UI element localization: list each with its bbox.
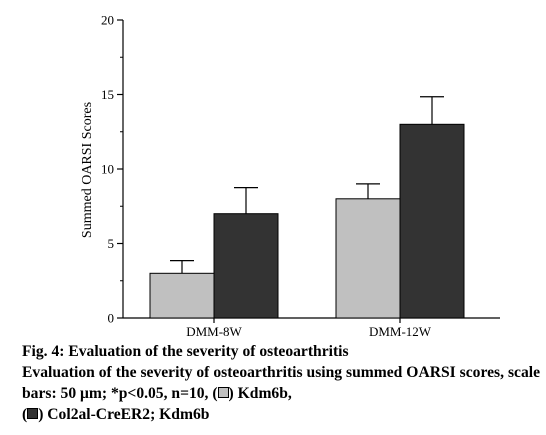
legend-swatch-light <box>217 387 229 398</box>
caption-text: Evaluation of the severity of osteoarthr… <box>22 364 540 402</box>
legend-label-light: Kdm6b, <box>237 385 292 402</box>
bar <box>335 198 401 319</box>
bar <box>399 123 465 319</box>
x-categories: DMM-8W DMM-12W <box>186 318 432 339</box>
legend-label-dark: Col2al-CreER2; Kdm6b <box>47 406 210 423</box>
y-tick-label: 10 <box>101 162 114 177</box>
bar <box>213 213 279 319</box>
caption-body: Evaluation of the severity of osteoarthr… <box>22 364 540 423</box>
chart-bars <box>149 96 465 319</box>
bar <box>149 272 215 319</box>
y-ticks: 0 5 10 15 20 <box>101 13 123 326</box>
caption-title: Fig. 4: Evaluation of the severity of os… <box>22 343 349 360</box>
x-tick-label: DMM-8W <box>186 324 242 339</box>
x-tick-label: DMM-12W <box>369 324 432 339</box>
legend-swatch-dark <box>27 408 39 419</box>
bar-chart: 0 5 10 15 20 DMM-8W DMM-12W Summed OARSI Scor… <box>80 13 500 339</box>
y-tick-label: 15 <box>101 87 114 102</box>
y-tick-label: 20 <box>101 13 114 28</box>
figure-caption: Fig. 4: Evaluation of the severity of os… <box>22 341 540 425</box>
y-tick-label: 0 <box>108 311 115 326</box>
y-axis-label: Summed OARSI Scores <box>80 102 95 238</box>
y-tick-label: 5 <box>108 236 115 251</box>
